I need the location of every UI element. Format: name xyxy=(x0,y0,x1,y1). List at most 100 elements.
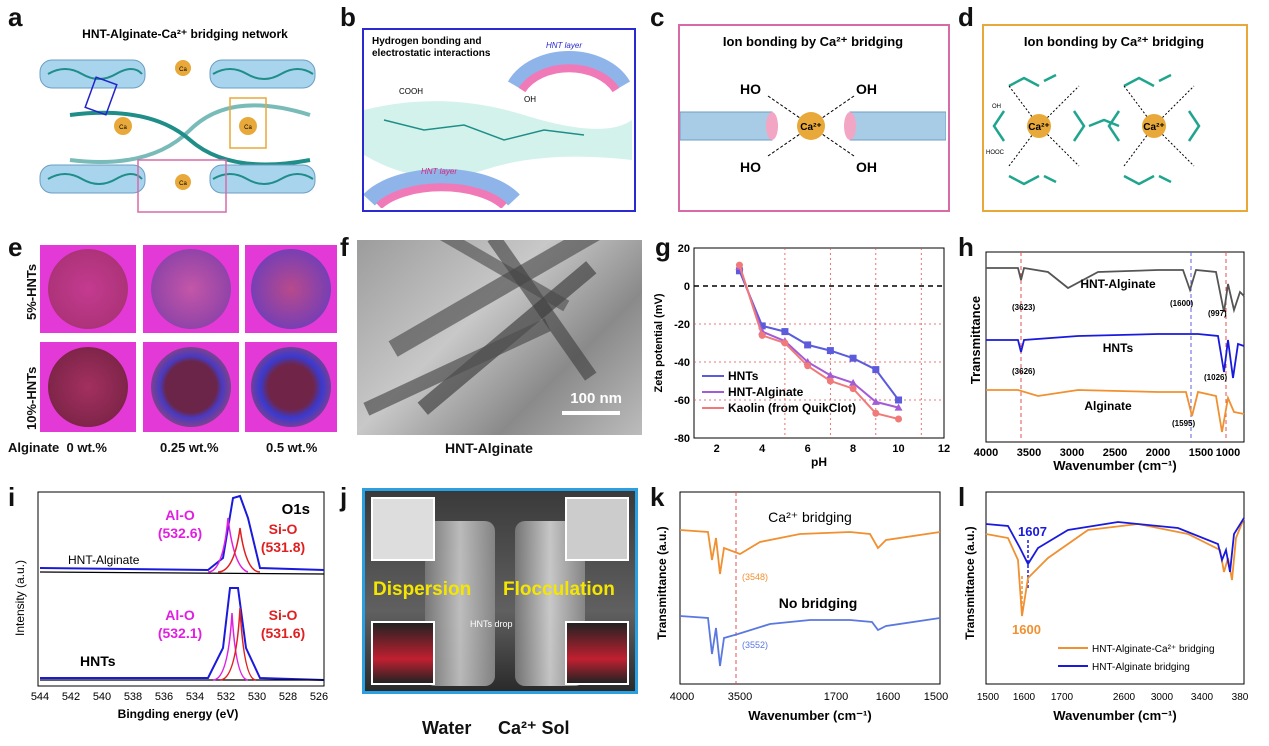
chart-g-series-line xyxy=(738,266,899,409)
chart-g-legend-label: HNT-Alginate xyxy=(728,385,804,399)
panel-label-j: j xyxy=(340,482,348,512)
chart-g-point xyxy=(895,415,903,423)
panel-e-col-label-1: Alginate 0 wt.% xyxy=(8,440,107,455)
panel-h-xtick: 2000 xyxy=(1146,447,1170,459)
panel-label-f: f xyxy=(340,232,349,262)
panel-l-xtick: 3400 xyxy=(1191,692,1214,703)
photo-10-0 xyxy=(40,342,136,432)
panel-l-xlabel: Wavenumber (cm⁻¹) xyxy=(1053,708,1176,723)
panel-e-col-label-3: 0.5 wt.% xyxy=(266,440,318,455)
panel-b-schematic: Hydrogen bonding and electrostatic inter… xyxy=(364,36,632,208)
chart-g-point xyxy=(849,378,858,386)
panel-i-xtick: 530 xyxy=(248,691,266,703)
chart-g-ytick: -40 xyxy=(674,357,690,369)
panel-label-d: d xyxy=(958,2,974,32)
panel-c-box xyxy=(678,24,950,212)
panel-j-dispersion: Dispersion xyxy=(373,579,472,600)
panel-i-xtick: 538 xyxy=(124,691,142,703)
panel-l-p1600: 1600 xyxy=(1012,622,1041,637)
panel-i-alo1: Al-O xyxy=(165,507,195,523)
panel-label-b: b xyxy=(340,2,356,32)
chart-g-point xyxy=(872,366,880,374)
chart-g-point xyxy=(781,339,789,347)
chart-g-xtick: 10 xyxy=(892,443,904,455)
panel-i-xtick: 542 xyxy=(62,691,80,703)
chart-g-point xyxy=(826,371,835,379)
panel-h-label-hnts: HNTs xyxy=(1103,341,1134,355)
chart-g-ytick: -60 xyxy=(674,395,690,407)
svg-text:Ca: Ca xyxy=(244,125,252,131)
inset-top-right xyxy=(565,497,629,561)
panel-h-p3626: (3626) xyxy=(1012,367,1035,376)
photo-10-025 xyxy=(143,342,239,432)
panel-f-tem-image: 100 nm xyxy=(357,240,642,435)
panel-h-xtick: 3000 xyxy=(1060,447,1084,459)
panel-j-ca: Ca²⁺ Sol xyxy=(498,718,570,738)
photo-5-0 xyxy=(40,245,136,333)
panel-a-schematic: HNT-Alginate-Ca²⁺ bridging network Ca Ca… xyxy=(39,27,316,213)
panel-i-xtick: 528 xyxy=(279,691,297,703)
panel-l-xtick: 1500 xyxy=(977,692,1000,703)
vial-water xyxy=(425,521,495,686)
panel-c-title: Ion bonding by Ca²⁺ bridging xyxy=(723,34,903,49)
chart-g-point xyxy=(735,261,743,269)
svg-text:Ca: Ca xyxy=(179,181,187,187)
panel-i-alo2v: (532.1) xyxy=(158,625,202,641)
panel-i-xtick: 532 xyxy=(217,691,235,703)
chart-g-xtick: 8 xyxy=(850,443,856,455)
panel-d-ca-right: Ca²⁺ xyxy=(1143,122,1164,133)
panel-b-box xyxy=(362,28,636,212)
panel-h-ylabel: Transmittance xyxy=(968,296,983,384)
panel-label-i: i xyxy=(8,482,16,512)
chart-g-series-line xyxy=(738,270,900,401)
panel-b-cooh: COOH xyxy=(399,87,423,96)
panel-k-p3552: (3552) xyxy=(742,640,768,650)
panel-k-ylabel: Transmittance (a.u.) xyxy=(655,526,669,639)
panel-k-xlabel: Wavenumber (cm⁻¹) xyxy=(748,708,871,723)
panel-h-p1026: (1026) xyxy=(1204,373,1227,382)
panel-h-label-alg: Alginate xyxy=(1084,399,1132,413)
panel-k-ftir: Transmittance (a.u.) Ca²⁺ bridging No br… xyxy=(655,491,948,723)
panel-i-alo1v: (532.6) xyxy=(158,525,202,541)
chart-g-xlabel: pH xyxy=(811,455,827,469)
chart-g-point xyxy=(849,385,857,393)
panel-h-p1600: (1600) xyxy=(1170,299,1193,308)
panel-i-xtick: 540 xyxy=(93,691,111,703)
panel-i-ylabel: Intensity (a.u.) xyxy=(13,560,27,636)
svg-text:Ca: Ca xyxy=(179,67,187,73)
chart-g-ylabel: Zeta potential (mV) xyxy=(653,293,665,392)
chart-g-point xyxy=(781,328,789,336)
panel-d-hooc: HOOC xyxy=(986,150,1005,156)
panel-j-water: Water xyxy=(422,718,472,738)
panel-l-xtick: 1600 xyxy=(1013,692,1036,703)
panel-k-nob: No bridging xyxy=(779,595,858,611)
panel-b-title-1: Hydrogen bonding and xyxy=(372,36,481,47)
chart-g-xtick: 2 xyxy=(714,443,720,455)
panel-i-sio1v: (531.8) xyxy=(261,539,305,555)
panel-k-bridging: Ca²⁺ bridging xyxy=(768,509,852,525)
panel-d-title: Ion bonding by Ca²⁺ bridging xyxy=(1024,34,1204,49)
panel-d-ca-left: Ca²⁺ xyxy=(1028,122,1049,133)
chart-g-point xyxy=(895,396,903,404)
panel-label-k: k xyxy=(650,482,665,512)
panel-j-flocculation: Flocculation xyxy=(503,579,615,600)
panel-e-row-label-1: 5%-HNTs xyxy=(24,263,39,320)
panel-k-p3548: (3548) xyxy=(742,572,768,582)
panel-c-ca: Ca²⁺ xyxy=(800,122,821,133)
panel-e-col-label-2: 0.25 wt.% xyxy=(160,440,219,455)
chart-g-series-line xyxy=(738,264,899,420)
panel-label-g: g xyxy=(655,232,671,262)
panel-h-p997: (997) xyxy=(1208,309,1227,318)
panel-label-c: c xyxy=(650,2,665,32)
chart-g-legend-label: HNTs xyxy=(728,369,759,383)
photo-10-05 xyxy=(245,342,337,432)
panel-l-legend-1: HNT-Alginate-Ca²⁺ bridging xyxy=(1092,644,1215,655)
chart-g-ytick: 0 xyxy=(684,281,690,293)
panel-f-scalebar xyxy=(562,411,620,415)
panel-a-title: HNT-Alginate-Ca²⁺ bridging network xyxy=(82,27,288,41)
panel-e: 5%-HNTs 10%-HNTs Alginate 0 wt.% 0.25 wt… xyxy=(8,240,337,460)
panel-i-xtick: 536 xyxy=(155,691,173,703)
chart-g-point xyxy=(758,322,766,330)
panel-l-xtick: 2600 xyxy=(1113,692,1136,703)
panel-d-box xyxy=(982,24,1248,212)
